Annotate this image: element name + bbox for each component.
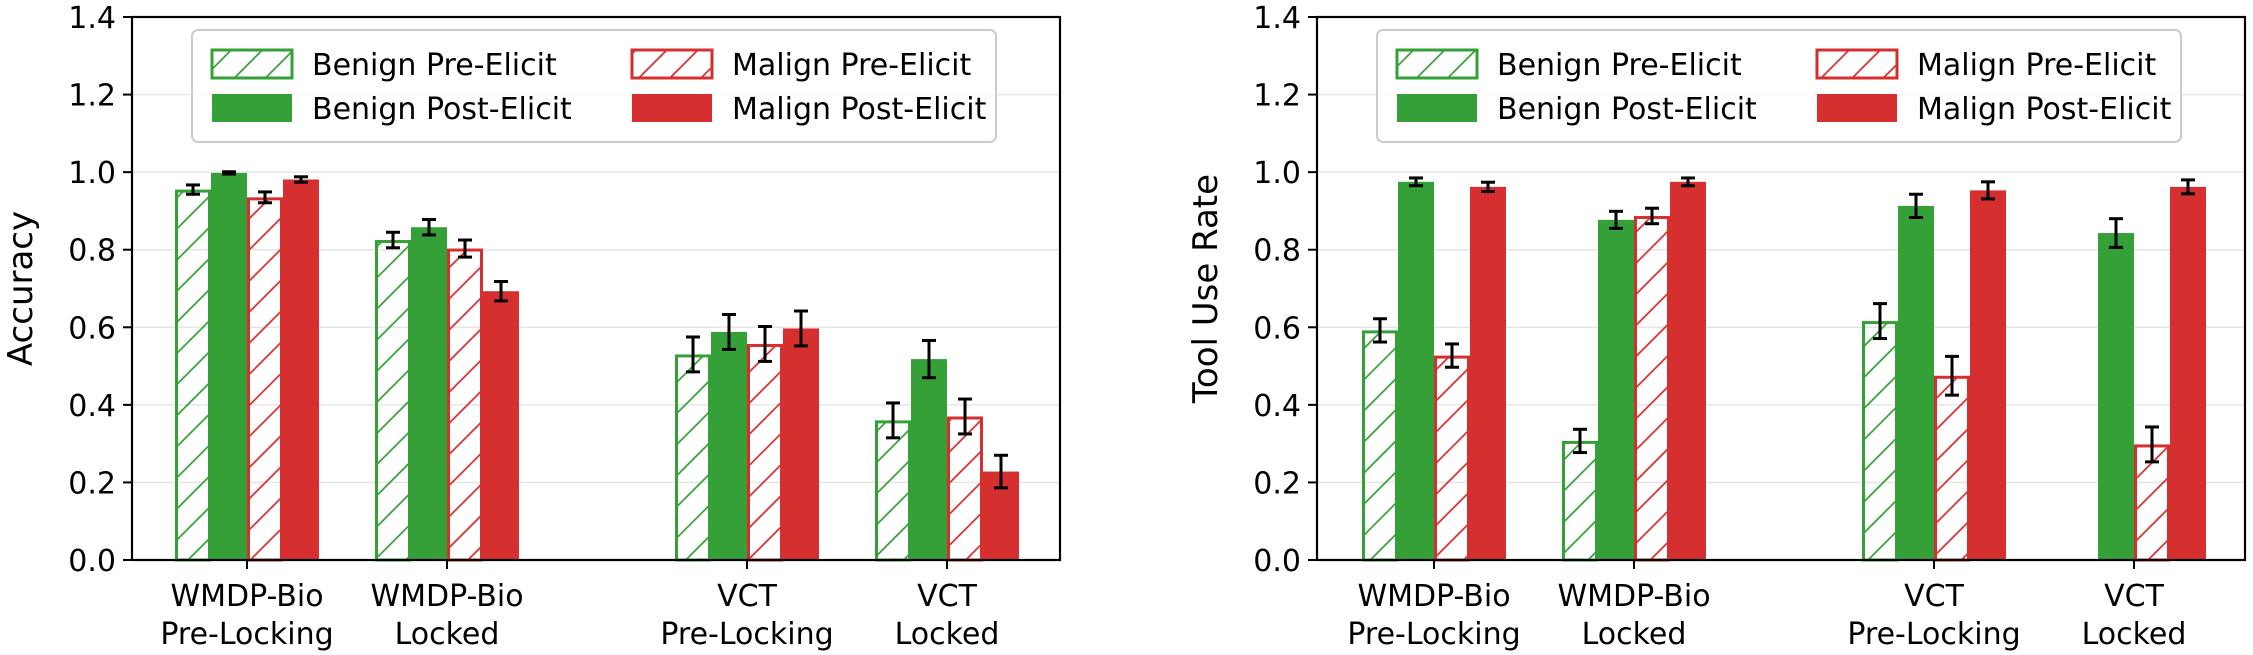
legend-swatch <box>630 48 714 80</box>
y-tick-label: 1.2 <box>1253 79 1301 114</box>
legend-swatch <box>632 94 712 122</box>
bar-benign-post-elicit <box>411 227 447 560</box>
legend-label: Benign Post-Elicit <box>312 92 572 127</box>
bar-benign-post-elicit <box>2098 233 2134 560</box>
axes-frame <box>1315 15 2247 562</box>
x-tick-label: WMDP-Bio <box>1357 579 1510 614</box>
y-tick-label: 1.4 <box>68 1 116 36</box>
axes-frame <box>130 15 1062 562</box>
bar-malign-pre-elicit <box>747 343 783 562</box>
y-tick-label: 0.8 <box>1253 234 1301 269</box>
legend-label: Malign Pre-Elicit <box>1917 48 2157 83</box>
x-tick-label: Locked <box>895 617 1000 652</box>
x-tick-label: Locked <box>395 617 500 652</box>
y-tick-label: 0.0 <box>68 544 116 579</box>
legend-swatch <box>1817 94 1897 122</box>
y-tick-label: 0.6 <box>68 311 116 346</box>
bar-benign-post-elicit <box>911 359 947 560</box>
bar-malign-post-elicit <box>283 179 319 560</box>
y-axis-label: Accuracy <box>1 211 41 366</box>
legend-label: Malign Pre-Elicit <box>732 48 972 83</box>
y-tick-label: 0.4 <box>1253 389 1301 424</box>
legend-swatch <box>1815 48 1899 80</box>
legend-swatch <box>1397 94 1477 122</box>
y-axis-label: Tool Use Rate <box>1186 174 1226 404</box>
y-tick-label: 0.4 <box>68 389 116 424</box>
x-tick-label: Locked <box>1582 617 1687 652</box>
x-tick-label: VCT <box>1904 579 1964 614</box>
bar-malign-post-elicit <box>1970 190 2006 561</box>
x-tick-label: VCT <box>717 579 777 614</box>
legend-box <box>1376 29 2182 143</box>
bar-benign-post-elicit <box>1598 219 1634 560</box>
bar-benign-pre-elicit <box>1862 321 1898 562</box>
legend-label: Benign Post-Elicit <box>1497 92 1757 127</box>
bar-benign-pre-elicit <box>675 354 711 562</box>
bar-benign-post-elicit <box>211 172 247 560</box>
x-tick-label: Pre-Locking <box>1347 617 1520 652</box>
legend-swatch <box>1395 48 1479 80</box>
bar-malign-post-elicit <box>1470 186 1506 561</box>
x-tick-label: WMDP-Bio <box>1557 579 1710 614</box>
legend-swatch <box>210 48 294 80</box>
y-tick-label: 1.0 <box>1253 156 1301 191</box>
y-tick-label: 0.2 <box>68 466 116 501</box>
tool-use-rate-chart: 0.0 0.2 0.4 0.6 0.8 1.0 1.2 1.4 Tool Use Rate WMD… <box>1186 1 2247 652</box>
y-tick-label: 1.4 <box>1253 1 1301 36</box>
x-tick-label: Pre-Locking <box>1847 617 2020 652</box>
bar-malign-pre-elicit <box>1934 375 1970 562</box>
legend-label: Benign Pre-Elicit <box>1497 48 1742 83</box>
bar-benign-post-elicit <box>711 331 747 560</box>
legend-label: Malign Post-Elicit <box>1917 92 2172 127</box>
x-tick-label: WMDP-Bio <box>370 579 523 614</box>
bar-benign-post-elicit <box>1898 205 1934 561</box>
bar-malign-pre-elicit <box>247 197 283 562</box>
bar-benign-pre-elicit <box>1562 440 1598 562</box>
bar-malign-post-elicit <box>2170 186 2206 561</box>
bar-benign-pre-elicit <box>1362 330 1398 562</box>
legend-label: Benign Pre-Elicit <box>312 48 557 83</box>
bar-malign-post-elicit <box>483 291 519 560</box>
x-tick-label: Locked <box>2082 617 2187 652</box>
x-tick-label: Pre-Locking <box>660 617 833 652</box>
bar-malign-pre-elicit <box>447 248 483 562</box>
y-tick-label: 1.2 <box>68 79 116 114</box>
x-tick-label: VCT <box>2104 579 2164 614</box>
y-tick-label: 0.2 <box>1253 466 1301 501</box>
accuracy-chart: 0.0 0.2 0.4 0.6 0.8 1.0 1.2 1.4 Accuracy WMDP-Bio… <box>1 1 1062 652</box>
bar-malign-post-elicit <box>1670 181 1706 560</box>
legend-swatch <box>212 94 292 122</box>
bar-malign-pre-elicit <box>1634 215 1670 562</box>
bar-benign-pre-elicit <box>175 189 211 562</box>
bar-benign-pre-elicit <box>375 240 411 562</box>
legend-label: Malign Post-Elicit <box>732 92 987 127</box>
bar-benign-pre-elicit <box>875 420 911 562</box>
y-tick-label: 0.0 <box>1253 544 1301 579</box>
bar-malign-post-elicit <box>783 328 819 560</box>
y-tick-label: 0.6 <box>1253 311 1301 346</box>
x-tick-label: Pre-Locking <box>160 617 333 652</box>
legend-box <box>191 29 997 143</box>
y-tick-label: 1.0 <box>68 156 116 191</box>
x-tick-label: VCT <box>917 579 977 614</box>
bar-malign-pre-elicit <box>1434 355 1470 562</box>
x-tick-label: WMDP-Bio <box>170 579 323 614</box>
y-tick-label: 0.8 <box>68 234 116 269</box>
bar-benign-post-elicit <box>1398 181 1434 560</box>
bar-malign-pre-elicit <box>947 416 983 562</box>
